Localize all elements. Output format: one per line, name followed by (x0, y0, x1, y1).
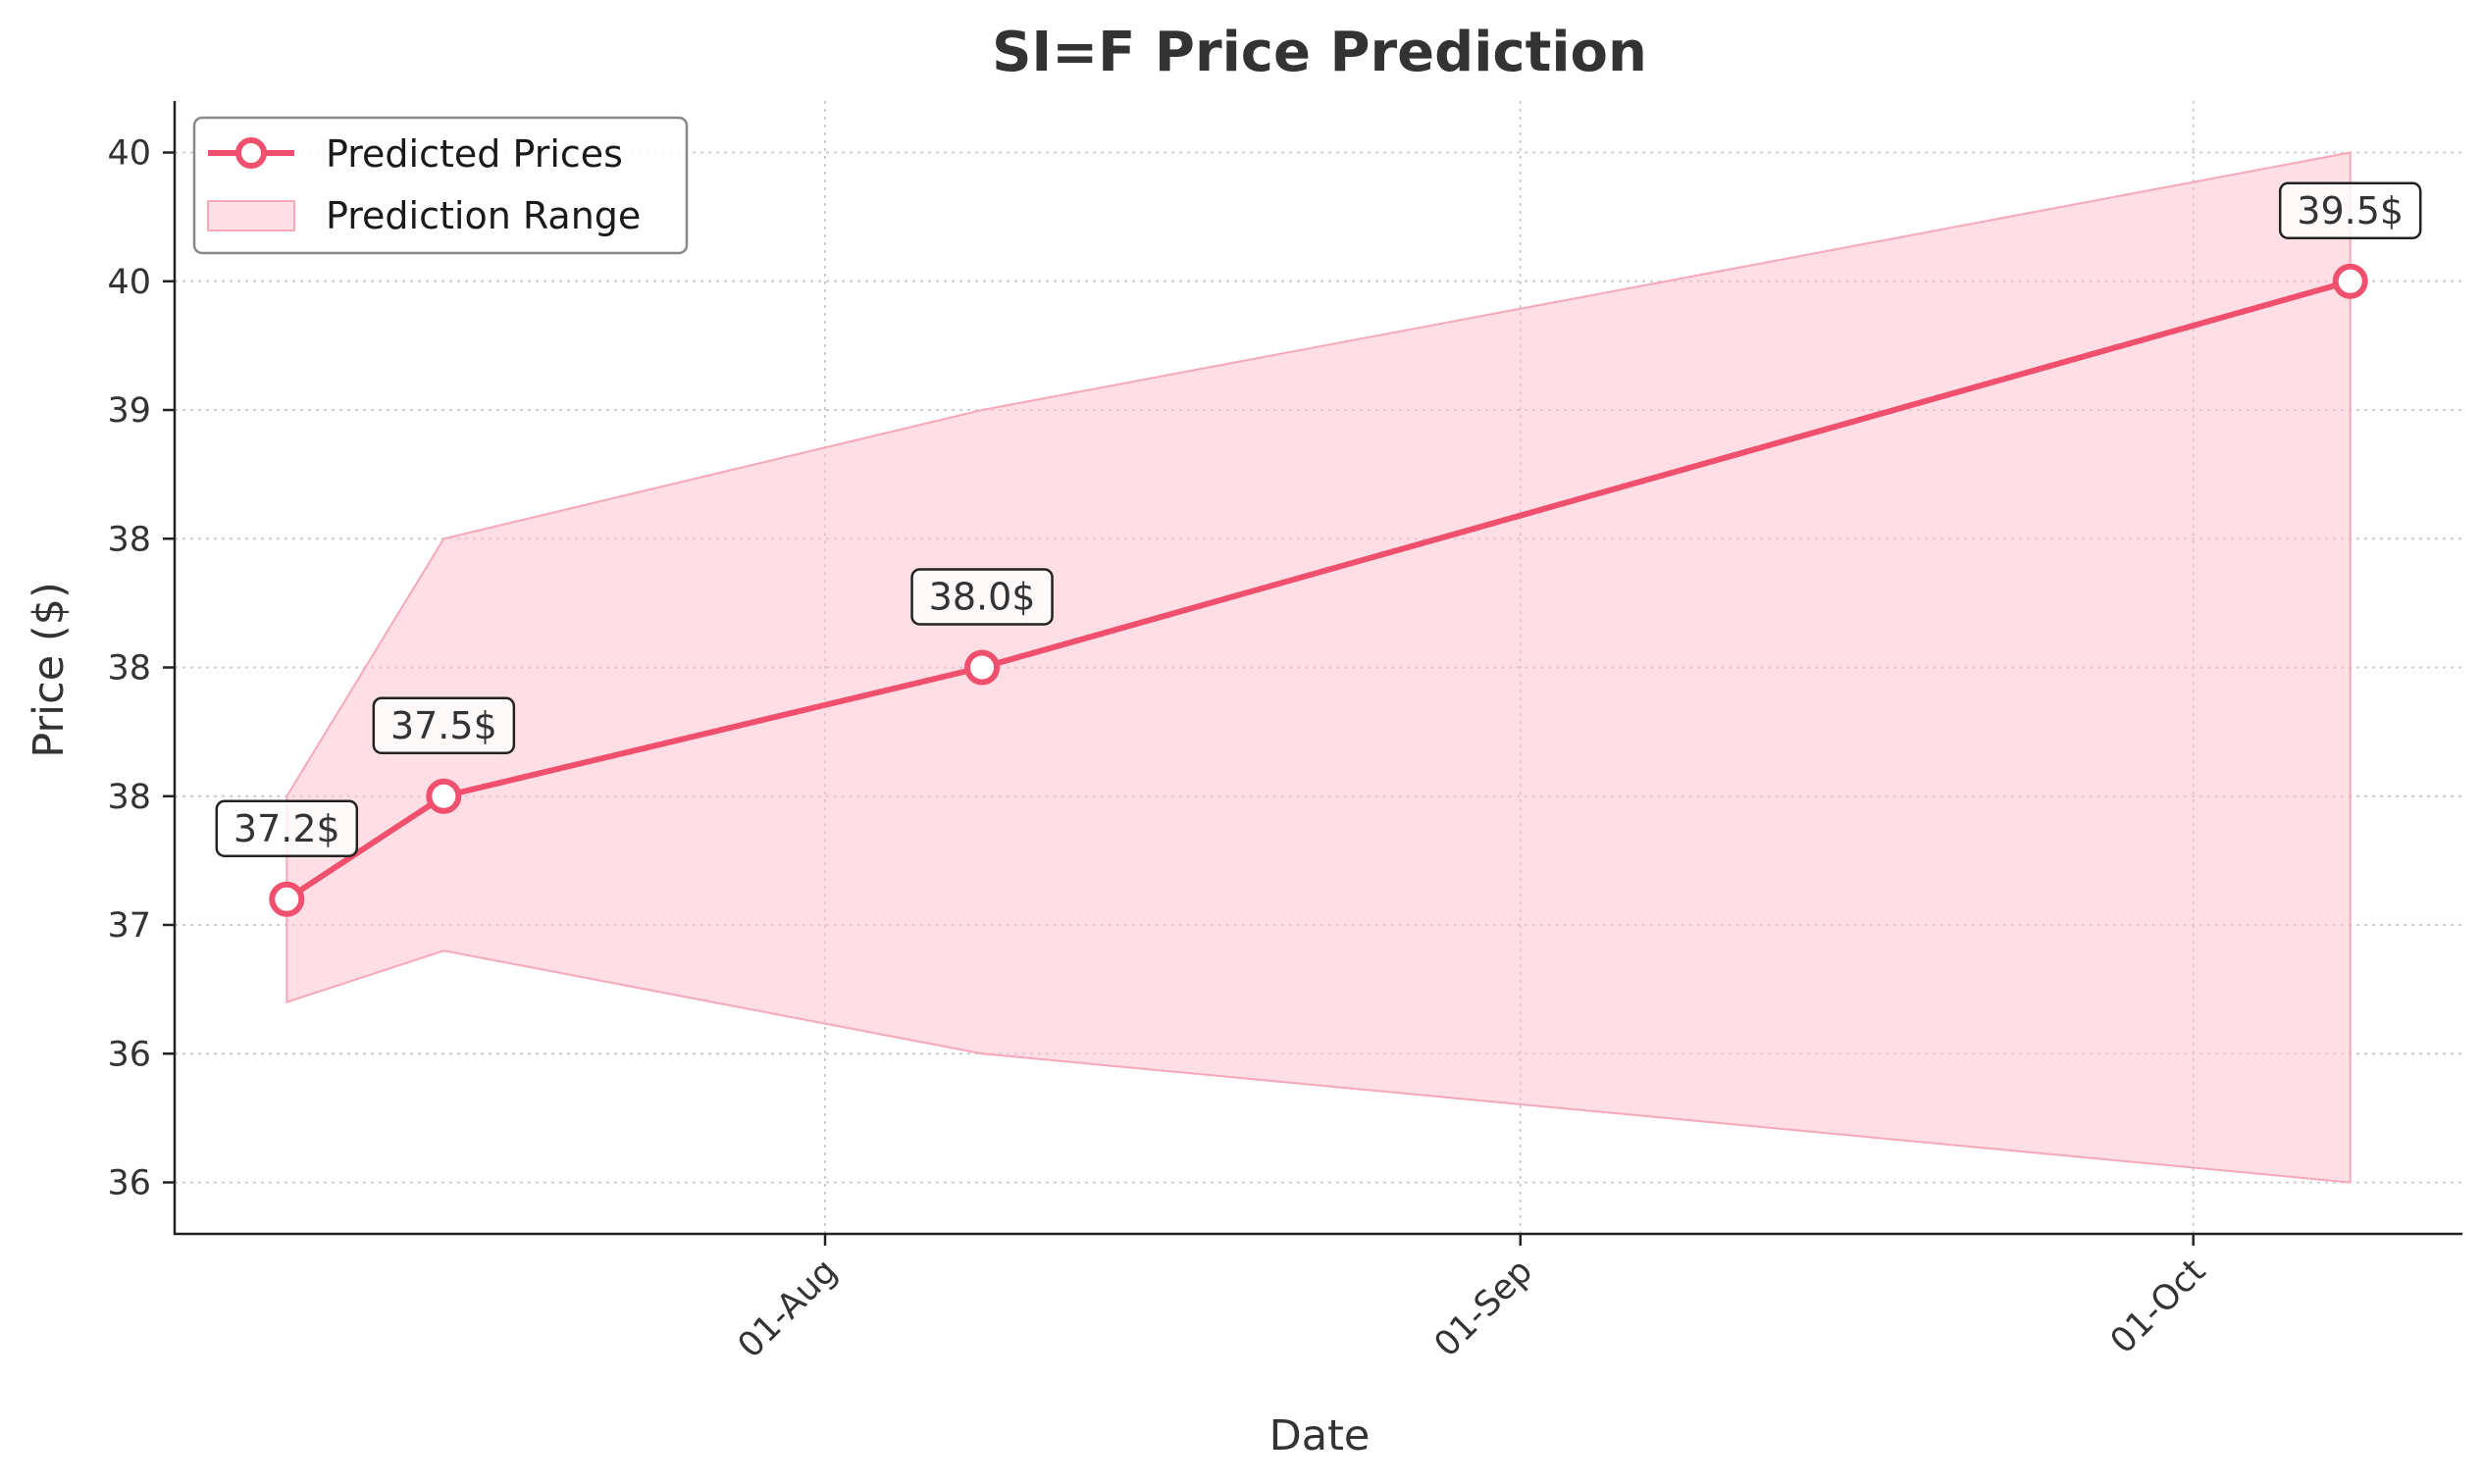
legend-marker-swatch (235, 137, 267, 169)
data-label-box (910, 568, 1054, 626)
prediction-range-band (285, 151, 2352, 1184)
data-label: 39.5$ (2297, 189, 2404, 232)
data-label-box (2278, 181, 2422, 239)
y-tick-label: 39 (107, 391, 151, 431)
prediction-range-area (285, 151, 2352, 1184)
x-tick-label: 01-Oct (2103, 1252, 2213, 1361)
data-point (2332, 263, 2368, 299)
y-tick-label: 40 (107, 134, 151, 174)
data-labels: 37.2$ 37.5$ 38.0$ 39.5$ (215, 181, 2422, 857)
y-axis-label: Price ($) (25, 582, 74, 757)
legend-frame (192, 116, 689, 255)
y-tick-label: 36 (107, 1164, 151, 1203)
legend-label-prediction-range: Prediction Range (326, 194, 641, 237)
data-label-box (372, 696, 516, 754)
predicted-prices-line (285, 278, 2352, 902)
data-point (269, 881, 305, 917)
x-tick-label: 01-Sep (1427, 1252, 1540, 1364)
chart-title: SI=F Price Prediction (992, 21, 1647, 84)
y-tick-label: 36 (107, 1035, 151, 1074)
predicted-prices-path (285, 278, 2352, 902)
data-label: 37.2$ (233, 807, 340, 850)
x-axis-label: Date (1269, 1411, 1371, 1460)
data-points (269, 263, 2368, 917)
legend: Predicted Prices Prediction Range (192, 116, 689, 255)
y-tick-label: 38 (107, 649, 151, 689)
data-point (964, 649, 1001, 686)
x-axis: 01-Aug 01-Sep 01-Oct (731, 1234, 2213, 1366)
y-tick-label: 38 (107, 778, 151, 817)
axes-spines (173, 101, 2462, 1236)
y-tick-label: 40 (107, 263, 151, 302)
y-tick-label: 37 (107, 906, 151, 946)
data-label: 38.0$ (929, 576, 1036, 619)
legend-range-swatch (207, 200, 295, 231)
legend-label-predicted-prices: Predicted Prices (326, 132, 623, 176)
data-label-box (215, 799, 359, 857)
y-tick-label: 38 (107, 520, 151, 559)
data-label: 37.5$ (390, 704, 497, 747)
x-tick-label: 01-Aug (731, 1252, 845, 1365)
y-axis: 36 36 37 38 38 38 39 40 40 (107, 134, 175, 1203)
data-point (426, 778, 462, 814)
